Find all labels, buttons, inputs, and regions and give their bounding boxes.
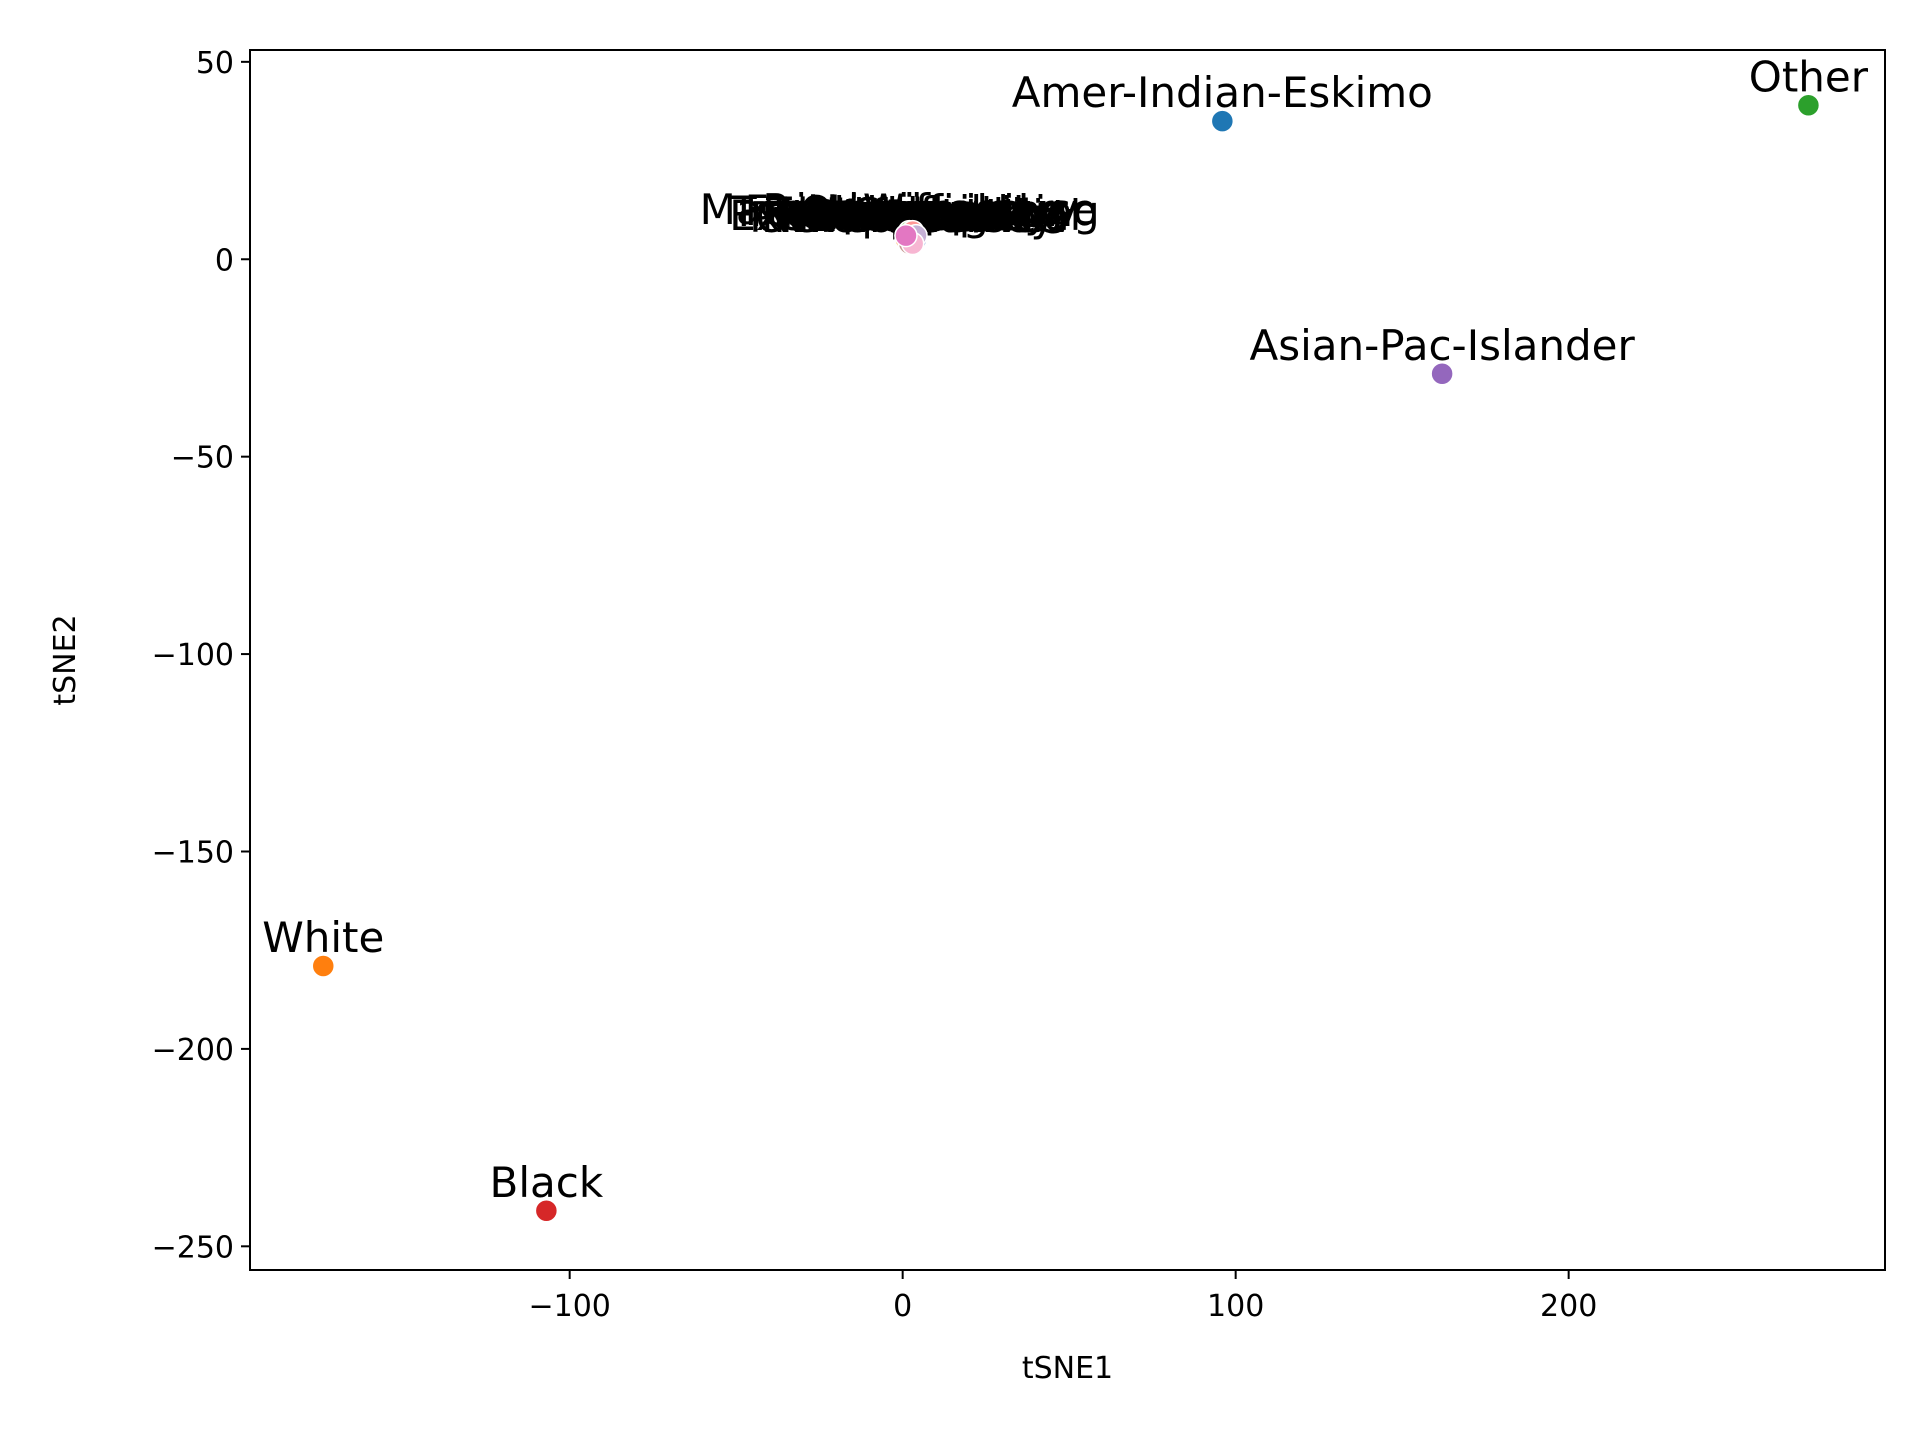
point-label: White xyxy=(262,913,384,962)
point-label: Black xyxy=(490,1158,604,1207)
point-label: Other xyxy=(1749,52,1869,101)
y-tick-label: 0 xyxy=(215,243,234,278)
point-labels: Amer-Indian-Eskimo Other Asian-Pac-Islande… xyxy=(262,52,1869,1207)
data-point xyxy=(1430,362,1454,386)
axis-ticks: −100 0 100 200 50 0 −50 −100 −150 −200 −250 xyxy=(152,46,1598,1324)
data-point xyxy=(1796,93,1821,118)
y-tick-label: −100 xyxy=(152,638,234,673)
data-point xyxy=(894,223,918,248)
overlapping-point-label: Married-civ-spouse xyxy=(700,185,1097,234)
data-points xyxy=(311,93,1821,1223)
point-label: Asian-Pac-Islander xyxy=(1249,321,1635,370)
x-tick-label: 0 xyxy=(893,1289,912,1324)
x-axis-title: tSNE1 xyxy=(1022,1351,1113,1386)
y-tick-label: −200 xyxy=(152,1033,234,1068)
data-point xyxy=(1210,109,1235,133)
y-tick-label: −150 xyxy=(152,835,234,870)
y-tick-label: −50 xyxy=(171,441,234,476)
plot-area xyxy=(249,49,1886,1271)
x-tick-label: 200 xyxy=(1540,1289,1597,1324)
y-tick-label: 50 xyxy=(196,46,234,81)
x-tick-label: 100 xyxy=(1207,1289,1264,1324)
point-label: Amer-Indian-Eskimo xyxy=(1012,68,1433,117)
data-point xyxy=(534,1199,559,1223)
x-tick-label: −100 xyxy=(528,1289,610,1324)
y-axis-title: tSNE2 xyxy=(48,614,83,705)
y-tick-label: −250 xyxy=(152,1230,234,1265)
data-point xyxy=(311,954,336,978)
